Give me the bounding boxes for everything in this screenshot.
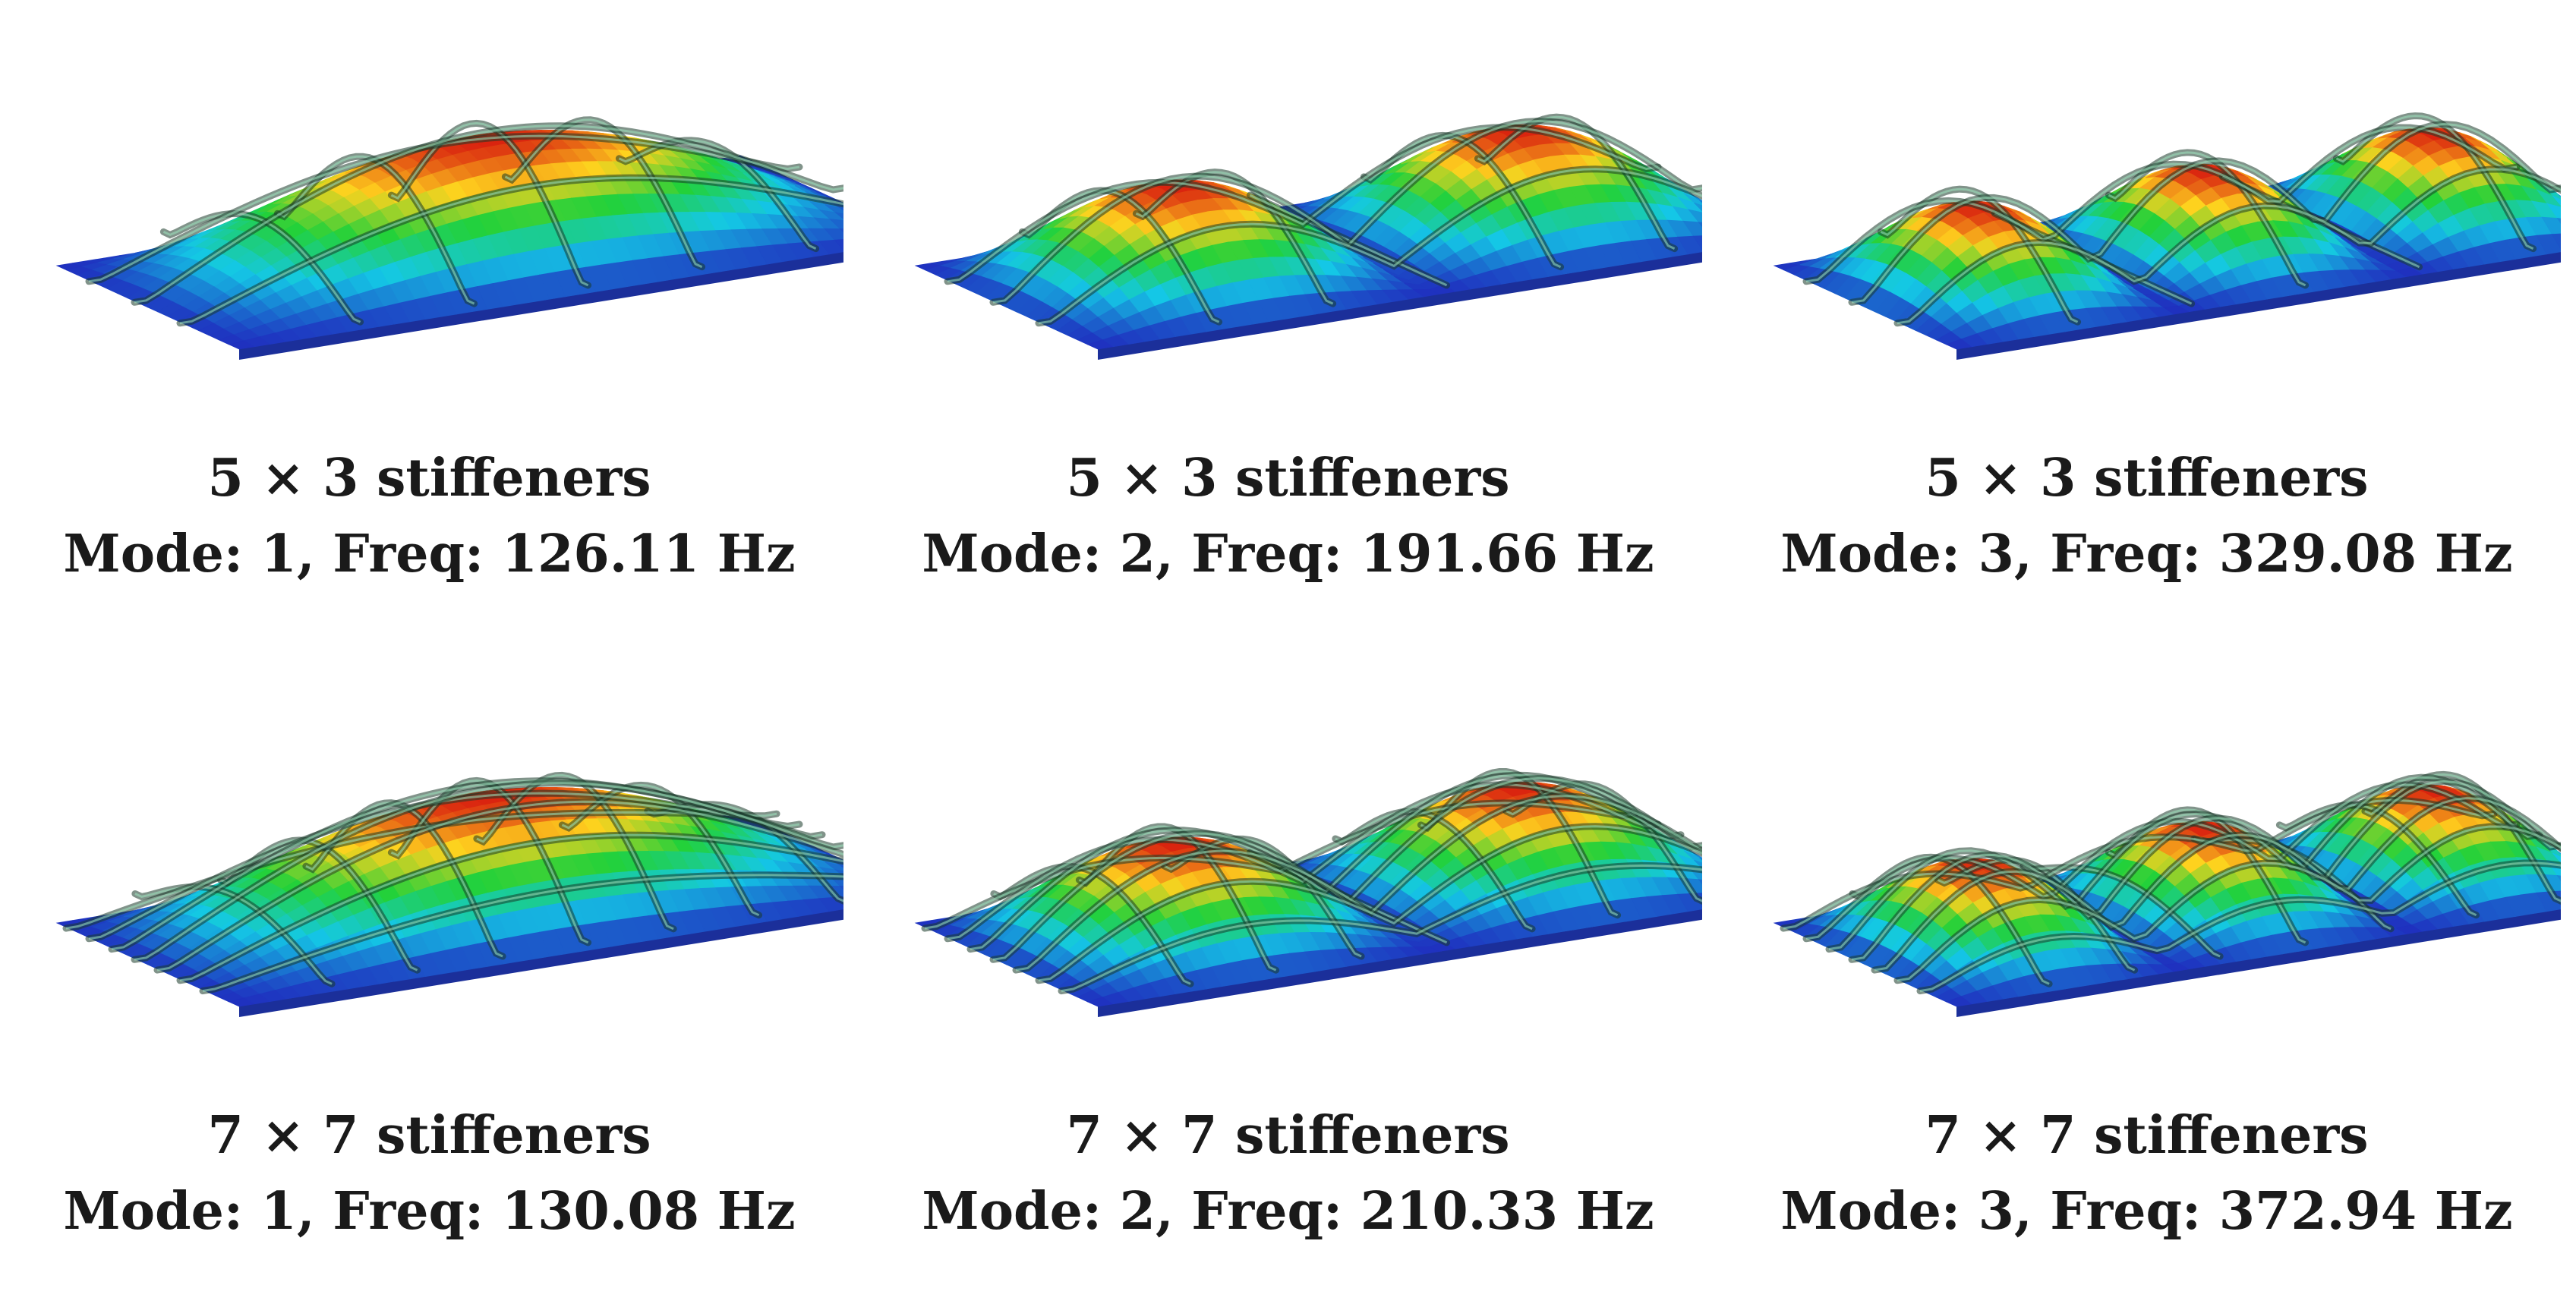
stiffener-config-label: 5 × 3 stiffeners — [0, 448, 859, 509]
stiffener-config-label: 7 × 7 stiffeners — [859, 1105, 1717, 1166]
mode-panel-7x7-mode2: 7 × 7 stiffeners Mode: 2, Freq: 210.33 H… — [859, 657, 1717, 1307]
mode-panel-5x3-mode1: 5 × 3 stiffeners Mode: 1, Freq: 126.11 H… — [0, 0, 859, 650]
mode-frequency-label: Mode: 3, Freq: 329.08 Hz — [1717, 524, 2576, 584]
mode-frequency-label: Mode: 2, Freq: 210.33 Hz — [859, 1181, 1717, 1242]
mode-frequency-label: Mode: 1, Freq: 126.11 Hz — [0, 524, 859, 584]
mode-shape-plot — [1733, 665, 2561, 1105]
stiffener-config-label: 7 × 7 stiffeners — [1717, 1105, 2576, 1166]
mode-shape-plot — [15, 665, 843, 1105]
mode-panel-5x3-mode3: 5 × 3 stiffeners Mode: 3, Freq: 329.08 H… — [1717, 0, 2576, 650]
mode-shape-plot — [874, 665, 1702, 1105]
stiffener-config-label: 5 × 3 stiffeners — [859, 448, 1717, 509]
mode-panel-7x7-mode1: 7 × 7 stiffeners Mode: 1, Freq: 130.08 H… — [0, 657, 859, 1307]
mode-frequency-label: Mode: 1, Freq: 130.08 Hz — [0, 1181, 859, 1242]
mode-frequency-label: Mode: 2, Freq: 191.66 Hz — [859, 524, 1717, 584]
stiffener-config-label: 5 × 3 stiffeners — [1717, 448, 2576, 509]
stiffener-config-label: 7 × 7 stiffeners — [0, 1105, 859, 1166]
mode-shape-plot — [15, 8, 843, 448]
mode-panel-7x7-mode3: 7 × 7 stiffeners Mode: 3, Freq: 372.94 H… — [1717, 657, 2576, 1307]
mode-frequency-label: Mode: 3, Freq: 372.94 Hz — [1717, 1181, 2576, 1242]
mode-panel-5x3-mode2: 5 × 3 stiffeners Mode: 2, Freq: 191.66 H… — [859, 0, 1717, 650]
mode-shape-plot — [1733, 8, 2561, 448]
mode-shape-plot — [874, 8, 1702, 448]
